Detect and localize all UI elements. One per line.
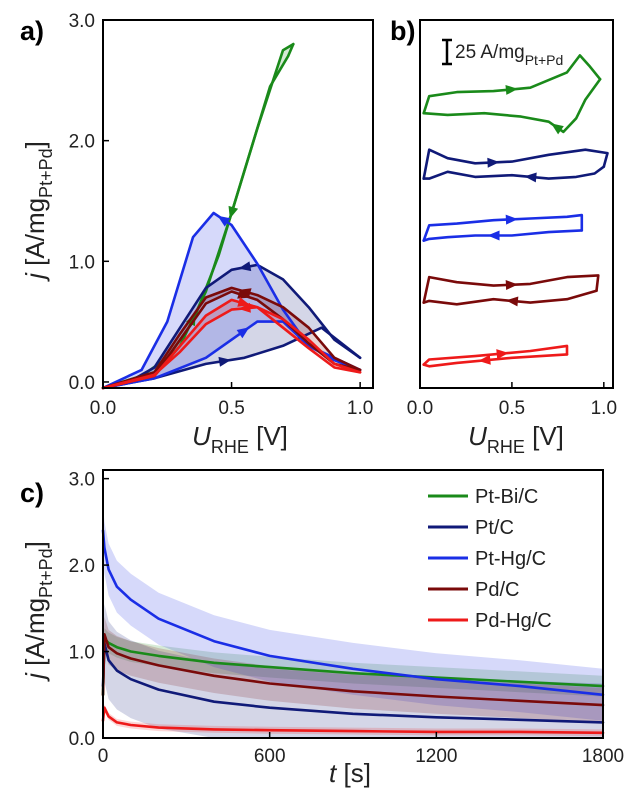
band-pt-bi-c-c xyxy=(103,628,603,706)
a-ytick-label: 1.0 xyxy=(69,252,95,273)
panel-a: a) 0.0 0.5 1.0 0.0 1.0 2.0 3.0 URHE [V] j [A/m… xyxy=(20,11,374,457)
c-xtick-label: 1200 xyxy=(415,746,457,767)
a-xtick-label: 0.5 xyxy=(218,398,244,419)
arrow-pd-c-b-forward xyxy=(505,280,518,291)
c-xtick-label: 600 xyxy=(254,746,286,767)
band-pd-c-a xyxy=(103,287,361,388)
series-pt-bi-c-b-forward xyxy=(422,54,602,115)
series-pt-c-b-forward xyxy=(422,148,609,180)
panel-a-xlabel: URHE [V] xyxy=(192,421,288,457)
legend-label-pd-c: Pd/C xyxy=(475,579,519,601)
legend-label-pt-c: Pt/C xyxy=(475,517,514,539)
panel-c-label: c) xyxy=(20,478,44,508)
c-ytick-label: 1.0 xyxy=(69,643,95,664)
panel-a-frame xyxy=(102,19,374,389)
legend-label-pd-hg-c: Pd-Hg/C xyxy=(475,610,552,632)
panel-c-lines xyxy=(101,529,605,735)
c-ytick-label: 3.0 xyxy=(69,470,95,491)
series-pt-c-b-backward xyxy=(422,165,606,180)
a-xtick-label: 1.0 xyxy=(347,398,373,419)
series-pt-bi-c-b-backward xyxy=(422,77,602,134)
panel-b-label: b) xyxy=(390,16,415,46)
arrow-pt-bi-c-b-forward xyxy=(505,84,518,95)
panel-c-ylabel: j [A/mgPt+Pd] xyxy=(20,541,56,682)
arrow-pt-c-b-forward xyxy=(487,157,500,168)
scalebar-label: 25 A/mgPt+Pd xyxy=(455,42,563,68)
c-xtick-label: 1800 xyxy=(582,746,624,767)
arrow-pt-hg-c-b-forward xyxy=(505,214,518,225)
panel-b-bands xyxy=(424,55,608,366)
arrow-pd-hg-c-b-forward xyxy=(496,349,509,360)
arrow-pd-c-b-backward xyxy=(505,296,519,307)
a-ytick-label: 0.0 xyxy=(69,373,95,394)
panel-c-xlabel: t [s] xyxy=(329,758,371,788)
arrow-pd-hg-c-a-backward xyxy=(238,302,251,313)
panel-a-label: a) xyxy=(20,16,44,46)
arrow-pt-c-a-backward xyxy=(238,261,252,272)
panel-b: b) 0.0 0.5 1.0 25 A/mgPt+Pd URHE [V] xyxy=(390,16,617,457)
scalebar: 25 A/mgPt+Pd xyxy=(442,38,563,68)
arrow-pt-bi-c-a-backward xyxy=(228,205,239,219)
a-xtick-label: 0.0 xyxy=(90,398,116,419)
panel-a-ylabel: j [A/mgPt+Pd] xyxy=(20,141,56,282)
series-pd-c-b-backward xyxy=(422,289,598,306)
series-pt-c-c xyxy=(101,641,605,724)
series-pd-c-c xyxy=(101,633,605,707)
c-ytick-label: 0.0 xyxy=(69,729,95,750)
arrow-pd-hg-c-a-forward xyxy=(237,297,251,307)
arrow-pd-c-a-backward xyxy=(238,288,252,298)
panel-b-xlabel: URHE [V] xyxy=(468,421,564,457)
panel-b-axes: 0.0 0.5 1.0 xyxy=(407,382,617,419)
a-ytick-label: 3.0 xyxy=(69,11,95,32)
panel-b-frame xyxy=(419,19,614,389)
panel-a-axes: 0.0 0.5 1.0 0.0 1.0 2.0 3.0 xyxy=(69,11,374,419)
arrow-pt-hg-c-a-forward xyxy=(236,327,250,339)
arrow-pt-hg-c-b-backward xyxy=(487,230,500,241)
legend: Pt-Bi/C Pt/C Pt-Hg/C Pd/C Pd-Hg/C xyxy=(428,486,552,632)
panel-b-lines xyxy=(422,54,609,368)
arrow-pt-c-a-forward xyxy=(218,356,232,367)
c-xtick-label: 0 xyxy=(98,746,109,767)
arrow-pd-hg-c-b-backward xyxy=(478,354,491,365)
band-pd-c-c xyxy=(103,617,603,723)
band-pd-hg-c-c xyxy=(103,704,603,737)
c-ytick-label: 2.0 xyxy=(69,556,95,577)
b-xtick-label: 0.0 xyxy=(407,398,433,419)
series-pt-c-a-backward xyxy=(101,263,362,390)
series-pd-hg-c-c xyxy=(101,706,605,735)
arrow-pt-hg-c-a-backward xyxy=(217,215,231,227)
b-xtick-label: 0.5 xyxy=(499,398,525,419)
band-pt-hg-c-c xyxy=(103,504,603,721)
series-pt-hg-c-b-backward xyxy=(422,229,584,242)
arrow-pt-c-b-backward xyxy=(524,172,537,183)
legend-label-pt-hg-c: Pt-Hg/C xyxy=(475,548,546,570)
a-ytick-label: 2.0 xyxy=(69,132,95,153)
series-pd-hg-c-b-backward xyxy=(422,353,569,368)
panel-a-lines xyxy=(101,42,362,390)
b-xtick-label: 1.0 xyxy=(591,398,617,419)
arrow-pt-bi-c-b-backward xyxy=(551,123,564,135)
legend-label-pt-bi-c: Pt-Bi/C xyxy=(475,486,538,508)
panel-c-frame xyxy=(102,469,604,739)
